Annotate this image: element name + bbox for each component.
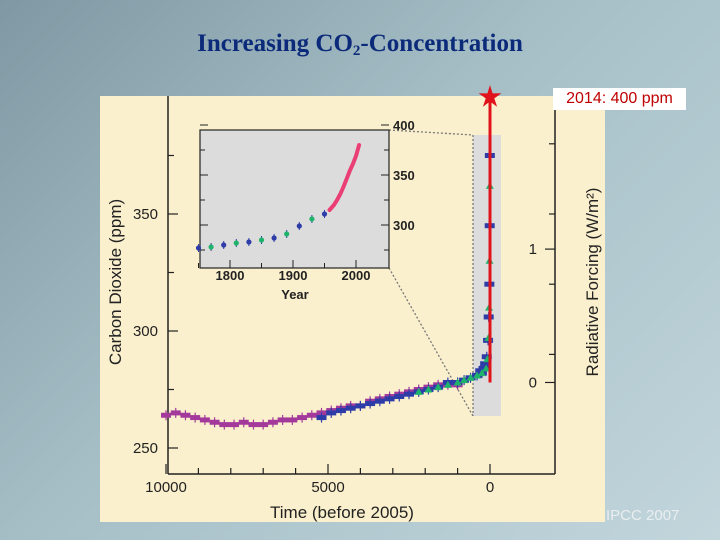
data-point <box>238 419 249 425</box>
inset-y-tick-label: 300 <box>393 218 415 233</box>
data-point <box>316 415 327 421</box>
inset-x-tick-label: 2000 <box>342 268 371 283</box>
slide-title: Increasing CO2-Concentration <box>0 30 720 60</box>
inset-point <box>309 216 315 222</box>
chart-labels: Time (before 2005) Carbon Dioxide (ppm) … <box>106 188 602 522</box>
data-point <box>297 415 308 421</box>
data-point <box>434 383 443 391</box>
right-tick-label: 1 <box>529 241 537 258</box>
data-point <box>478 365 489 371</box>
y-axis-label: Carbon Dioxide (ppm) <box>106 199 125 365</box>
y-tick-label: 300 <box>133 323 158 340</box>
data-point <box>480 361 491 367</box>
y-tick-label: 350 <box>133 206 158 223</box>
data-point <box>345 405 356 411</box>
data-point <box>460 376 469 384</box>
inset-point <box>195 245 202 251</box>
zoom-connector-bottom <box>388 267 474 417</box>
star-icon <box>478 85 502 107</box>
inset-point <box>284 231 290 237</box>
callout-2014: 2014: 400 ppm <box>553 88 686 110</box>
inset-point <box>246 239 252 245</box>
data-point <box>248 422 259 428</box>
data-point <box>374 398 385 404</box>
data-point <box>180 412 191 418</box>
data-point <box>443 380 452 388</box>
data-point <box>267 419 278 425</box>
data-point <box>199 417 210 423</box>
inset-measurement-line <box>327 143 362 212</box>
data-point <box>466 373 475 381</box>
title-prefix: Increasing CO <box>197 30 353 57</box>
inset-y-tick-label: 350 <box>393 168 415 183</box>
data-point <box>170 410 181 416</box>
x-tick-label: 10000 <box>145 479 187 496</box>
data-point <box>306 412 317 418</box>
data-point <box>258 422 269 428</box>
inset-point <box>221 242 227 248</box>
inset-point <box>296 223 302 229</box>
data-point <box>477 369 486 377</box>
inset-frame <box>199 129 390 269</box>
right-tick-label: 0 <box>529 374 537 391</box>
inset-point <box>233 240 239 246</box>
title-subscript: 2 <box>352 43 361 59</box>
title-suffix: -Concentration <box>360 30 523 57</box>
right-axis-label: Radiative Forcing (W/m²) <box>583 188 602 377</box>
data-point <box>414 387 423 395</box>
y-tick-label: 250 <box>133 440 158 457</box>
data-point <box>219 422 230 428</box>
data-point <box>482 364 491 372</box>
x-tick-label: 5000 <box>311 479 344 496</box>
data-point <box>161 412 171 418</box>
data-point <box>287 417 298 423</box>
inset-point <box>258 237 265 243</box>
data-point <box>326 410 337 416</box>
data-point <box>229 422 240 428</box>
data-point <box>355 403 366 409</box>
inset-point <box>321 211 328 217</box>
inset-x-tick-label: 1800 <box>216 268 245 283</box>
inset-point <box>208 244 214 250</box>
modern-co2-line <box>478 85 502 383</box>
data-point <box>424 385 433 393</box>
data-point <box>335 408 346 414</box>
data-point <box>453 378 462 386</box>
inset-point <box>271 235 277 241</box>
main-axes: 250 300 350 10000 5000 0 0 1 <box>133 96 556 496</box>
inset-chart: 300 350 400 1800 1900 2000 <box>195 118 415 283</box>
data-point <box>190 415 201 421</box>
data-point <box>365 401 376 407</box>
inset-y-tick-label: 400 <box>393 118 415 133</box>
x-axis-label: Time (before 2005) <box>270 503 414 522</box>
x-tick-label: 0 <box>486 479 494 496</box>
data-point <box>394 394 405 400</box>
data-point <box>404 391 414 397</box>
data-point <box>473 371 482 379</box>
data-point <box>209 419 220 425</box>
data-point <box>277 417 288 423</box>
inset-x-tick-label: 1900 <box>279 268 308 283</box>
data-point <box>384 396 395 402</box>
inset-x-axis-label: Year <box>281 287 308 302</box>
source-credit: IPCC 2007 <box>606 507 680 524</box>
